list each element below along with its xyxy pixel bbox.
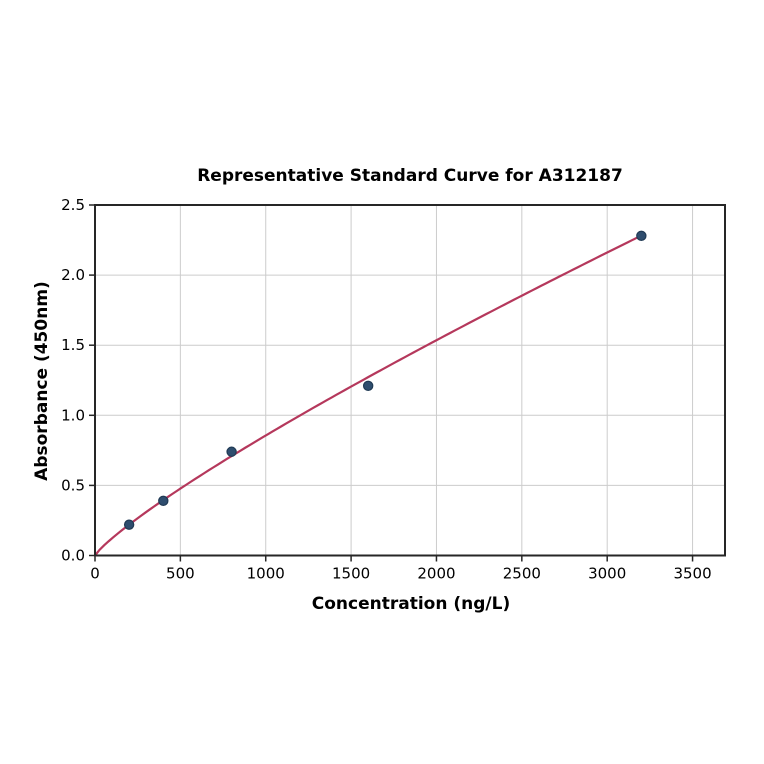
standard-curve-line	[93, 234, 643, 557]
y-tick-label: 0.5	[61, 476, 85, 494]
data-point-marker	[158, 495, 169, 507]
x-tick-label: 2500	[503, 565, 541, 583]
x-tick-label: 1500	[332, 565, 370, 583]
y-tick-label: 2.0	[61, 266, 85, 284]
x-tick-label: 1000	[247, 565, 285, 583]
y-tick-label: 1.5	[61, 336, 85, 354]
plot-border	[94, 204, 726, 557]
data-point-marker	[636, 230, 647, 242]
y-tick-label: 0.0	[61, 547, 85, 565]
x-tick-label: 2000	[417, 565, 455, 583]
data-point-marker	[362, 380, 374, 392]
data-point-marker	[123, 519, 135, 530]
chart-title: Representative Standard Curve for A31218…	[197, 166, 623, 186]
x-axis-label: Concentration (ng/L)	[311, 594, 511, 614]
y-tick-label: 2.5	[61, 196, 85, 214]
x-tick-label: 500	[166, 565, 195, 583]
y-tick-label: 1.0	[61, 406, 85, 424]
x-tick-label: 0	[90, 565, 100, 583]
x-tick-label: 3000	[588, 565, 626, 583]
x-tick-label: 3500	[673, 565, 711, 583]
data-point-marker	[226, 446, 237, 457]
